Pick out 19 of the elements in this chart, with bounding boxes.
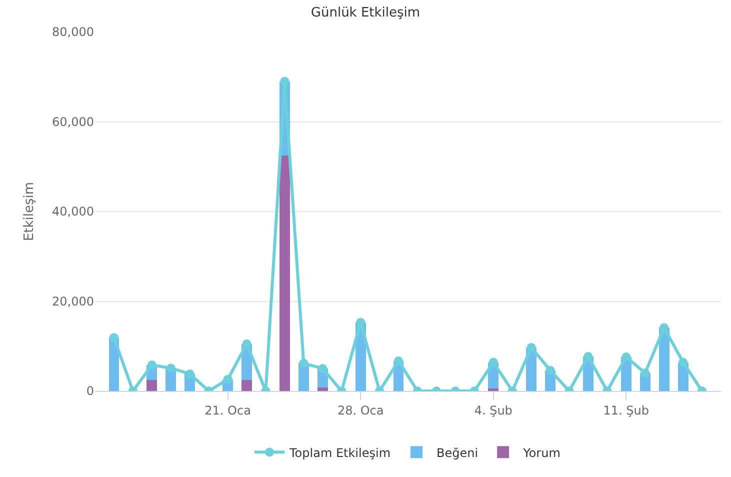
x-tick-label: 4. Şub	[474, 403, 512, 418]
y-axis-title: Etkileşim	[22, 182, 37, 242]
bar	[146, 380, 158, 391]
y-tick-label: 40,000	[52, 204, 94, 219]
y-tick-label: 20,000	[52, 294, 94, 308]
chart-title: Günlük Etkileşim	[310, 5, 420, 20]
legend-label: Yorum	[522, 446, 560, 460]
y-tick-label: 80,000	[52, 25, 94, 40]
bar	[317, 387, 328, 391]
bar	[488, 388, 499, 391]
bar	[242, 380, 252, 391]
x-tick-label: 28. Oca	[337, 403, 384, 418]
x-tick-label: 21. Oca	[204, 403, 251, 418]
y-tick-label: 0	[86, 384, 94, 398]
bar	[279, 155, 290, 391]
x-tick-label: 11. Şub	[603, 403, 650, 418]
legend-label: Beğeni	[436, 446, 478, 460]
y-tick-label: 60,000	[52, 114, 94, 129]
legend-label: Toplam Etkileşim	[288, 446, 391, 460]
